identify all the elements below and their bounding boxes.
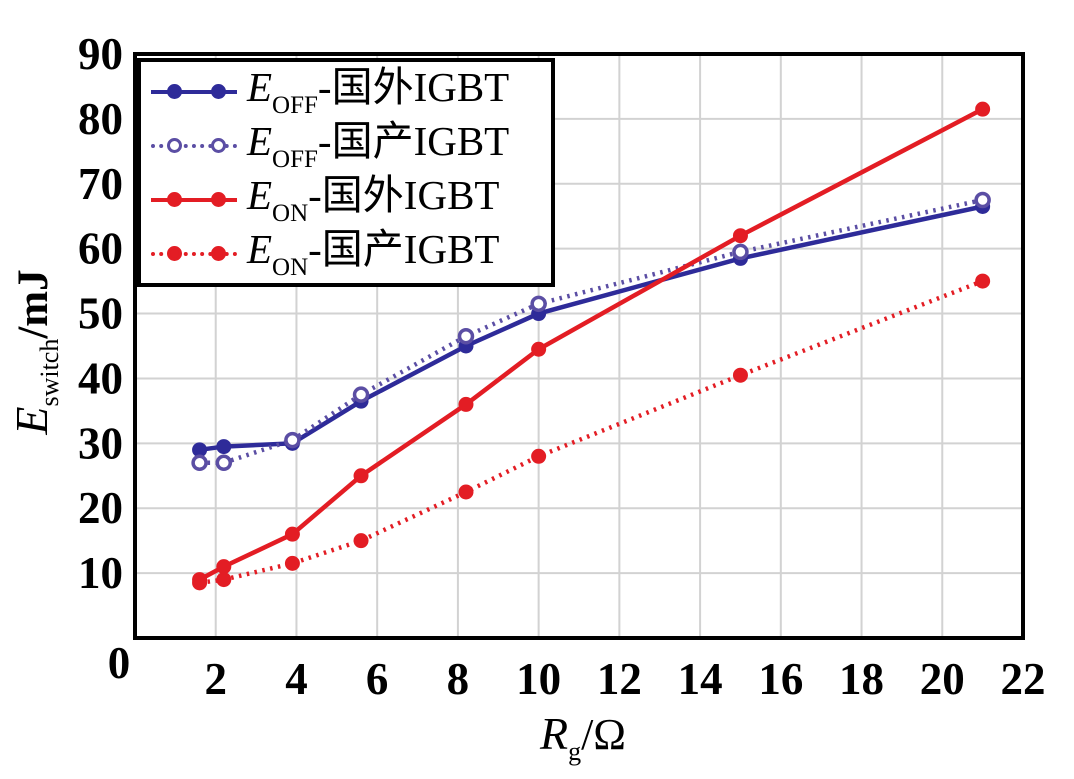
- data-point-marker: [732, 228, 748, 244]
- x-tick-label: 6: [366, 654, 389, 704]
- x-tick-label: 2: [204, 654, 227, 704]
- data-point-marker: [975, 101, 991, 117]
- legend-marker-icon: [167, 192, 182, 207]
- data-point-marker: [458, 484, 474, 500]
- plot-border: [133, 52, 1025, 640]
- data-point-marker: [353, 468, 369, 484]
- data-point-marker: [531, 341, 547, 357]
- x-tick-label: 14: [678, 654, 723, 704]
- data-point-marker: [353, 533, 369, 549]
- data-point-marker: [457, 328, 475, 345]
- legend-marker-icon: [167, 138, 182, 153]
- data-point-marker: [975, 273, 991, 289]
- series-line: [199, 279, 984, 586]
- legend-line-marker-icon: [149, 189, 243, 211]
- data-point-marker: [974, 191, 991, 209]
- data-point-marker: [192, 442, 208, 458]
- legend-line: [151, 252, 237, 256]
- y-tick-label: 80: [78, 94, 123, 144]
- x-axis-label: Rg/Ω: [540, 711, 626, 765]
- legend-line: [151, 90, 237, 94]
- legend-label: EOFF-国外IGBT: [247, 63, 510, 119]
- legend-line-marker-icon: [149, 135, 243, 157]
- y-tick-label: 20: [78, 483, 123, 533]
- y-axis-unit: /mJ: [10, 269, 57, 339]
- data-point-marker: [284, 526, 300, 542]
- series-line: [198, 107, 984, 582]
- data-point-marker: [732, 367, 748, 383]
- legend-item: EOFF-国产IGBT: [149, 119, 551, 173]
- legend-label: EON-国产IGBT: [247, 225, 500, 281]
- legend-item: EON-国产IGBT: [149, 227, 551, 281]
- y-tick-label: 10: [78, 548, 123, 598]
- y-tick-label: 40: [78, 353, 123, 403]
- legend-item: EOFF-国外IGBT: [149, 65, 551, 119]
- series-line: [199, 197, 984, 466]
- legend-marker-icon: [211, 138, 226, 153]
- x-tick-label: 0: [108, 638, 131, 688]
- y-tick-label: 70: [78, 159, 123, 209]
- y-axis-subscript: switch: [35, 338, 64, 407]
- legend-line-marker-icon: [149, 243, 243, 265]
- data-point-marker: [191, 454, 208, 472]
- data-point-marker: [530, 295, 547, 313]
- data-point-marker: [216, 559, 232, 575]
- data-point-marker: [352, 386, 370, 403]
- legend-marker-icon: [211, 246, 226, 261]
- data-point-marker: [192, 572, 208, 588]
- x-tick-label: 18: [839, 654, 884, 704]
- legend-marker-icon: [211, 84, 226, 99]
- legend-line-marker-icon: [149, 81, 243, 103]
- y-axis-label: Eswitch/mJ: [6, 269, 64, 435]
- series-line: [199, 204, 984, 453]
- legend-item: EON-国外IGBT: [149, 173, 551, 227]
- x-axis-subscript: g: [568, 737, 582, 766]
- y-tick-label: 60: [78, 224, 123, 274]
- data-point-marker: [284, 555, 300, 571]
- legend-marker-icon: [211, 192, 226, 207]
- legend-label: EON-国外IGBT: [247, 171, 500, 227]
- data-point-marker: [216, 572, 232, 588]
- legend-line: [151, 198, 237, 202]
- x-tick-label: 22: [1001, 654, 1046, 704]
- x-tick-label: 12: [597, 654, 642, 704]
- legend: EOFF-国外IGBT EOFF-国产IGBT EON-国外IGBT EON-国…: [137, 58, 555, 287]
- x-tick-label: 10: [516, 654, 561, 704]
- legend-marker-icon: [167, 84, 182, 99]
- legend-line: [151, 144, 237, 148]
- legend-label: EOFF-国产IGBT: [247, 117, 510, 173]
- x-tick-label: 8: [447, 654, 470, 704]
- data-point-marker: [284, 431, 301, 449]
- x-axis-unit: /Ω: [581, 710, 627, 759]
- x-tick-label: 4: [285, 654, 308, 704]
- legend-marker-icon: [167, 246, 182, 261]
- data-point-marker: [216, 439, 232, 455]
- y-axis-variable: E: [6, 406, 57, 435]
- x-tick-label: 16: [758, 654, 803, 704]
- data-point-marker: [732, 243, 749, 261]
- data-point-marker: [458, 396, 474, 412]
- y-tick-label: 90: [78, 29, 123, 79]
- x-axis-variable: R: [539, 708, 569, 759]
- x-tick-label: 20: [920, 654, 965, 704]
- data-point-marker: [531, 448, 547, 464]
- y-tick-label: 50: [78, 289, 123, 339]
- data-point-marker: [215, 454, 233, 472]
- y-tick-label: 30: [78, 418, 123, 468]
